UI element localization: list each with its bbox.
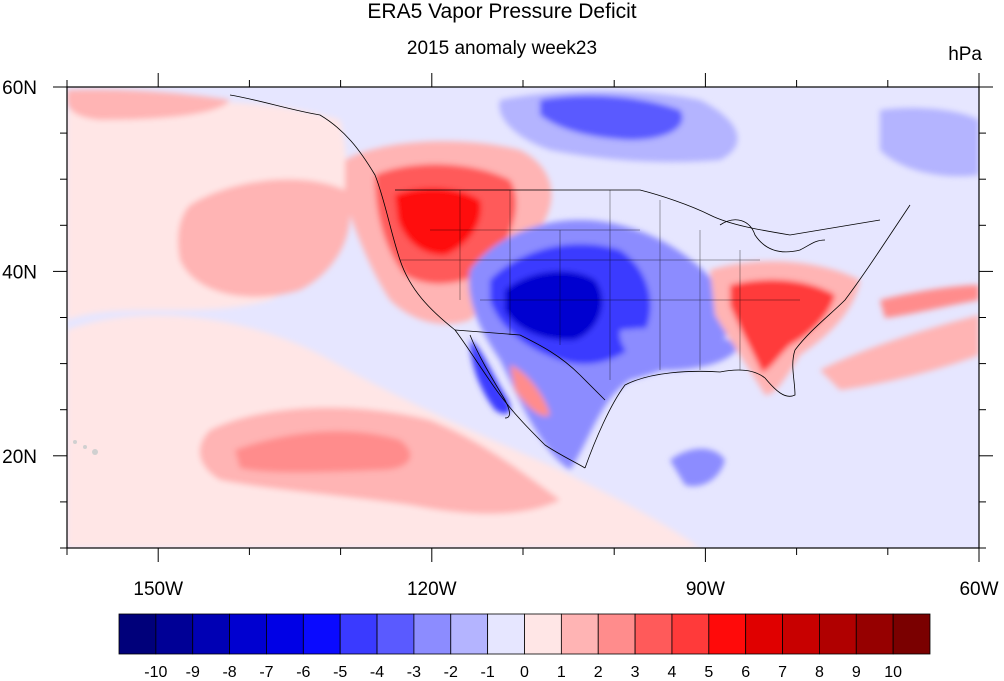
colorbar-swatch bbox=[487, 613, 525, 655]
colorbar-label: -1 bbox=[481, 664, 495, 681]
colorbar-label: -2 bbox=[444, 664, 458, 681]
hawaii-island-1 bbox=[73, 440, 77, 444]
southern-plains-anomaly-core bbox=[505, 271, 603, 341]
axis-ticks bbox=[53, 73, 993, 562]
colorbar-swatch bbox=[745, 613, 783, 655]
colorbar-swatch bbox=[819, 613, 857, 655]
y-tick-label: 20N bbox=[2, 447, 37, 468]
us-mexico-border bbox=[454, 329, 606, 401]
caribbean-anomaly bbox=[670, 448, 725, 487]
colorbar-label: -10 bbox=[144, 664, 167, 681]
colorbar-label: -4 bbox=[370, 664, 384, 681]
western-atlantic-anomaly bbox=[820, 315, 979, 390]
southeast-us-anomaly-core bbox=[730, 279, 835, 372]
colorbar-swatch bbox=[155, 613, 194, 655]
colorbar-label: 6 bbox=[741, 664, 750, 681]
colorbar-label: 1 bbox=[557, 664, 566, 681]
colorbar-swatch bbox=[229, 613, 267, 655]
x-tick-label: 90W bbox=[686, 579, 725, 600]
colorbar-swatch bbox=[266, 613, 304, 655]
colorbar: -10 -9 -8 -7 -6 -5 -4 -3 -2 -1 0 1 2 3 4 5 6 7 8 9 10 bbox=[118, 613, 931, 681]
colorbar-swatch bbox=[634, 613, 673, 655]
colorbar-swatch bbox=[339, 613, 378, 655]
colorbar-swatch bbox=[450, 613, 489, 655]
colorbar-swatch bbox=[597, 613, 636, 655]
axis-tick-labels: 150W 120W 90W 60W 20N 40N 60N bbox=[2, 78, 998, 600]
us-canada-border bbox=[395, 189, 881, 236]
colorbar-label: 9 bbox=[852, 664, 861, 681]
western-mexico-anomaly bbox=[510, 365, 550, 416]
colorbar-label: -7 bbox=[259, 664, 273, 681]
colorbar-swatch bbox=[118, 613, 157, 655]
colorbar-swatch bbox=[376, 613, 415, 655]
colorbar-swatch bbox=[560, 613, 599, 655]
colorbar-label: 4 bbox=[668, 664, 677, 681]
colorbar-swatch bbox=[708, 613, 747, 655]
pacific-northwest-anomaly-core bbox=[395, 188, 481, 255]
x-tick-label: 60W bbox=[959, 579, 998, 600]
colorbar-swatch bbox=[413, 613, 452, 655]
colorbar-swatch bbox=[892, 613, 931, 655]
hawaii-island-3 bbox=[92, 449, 98, 455]
colorbar-swatch bbox=[302, 613, 341, 655]
colorbar-label: 8 bbox=[815, 664, 824, 681]
colorbar-label: -8 bbox=[222, 664, 236, 681]
great-lakes bbox=[719, 219, 826, 253]
y-tick-label: 40N bbox=[2, 262, 37, 283]
x-tick-label: 120W bbox=[407, 579, 457, 600]
northeast-pacific-anomaly bbox=[178, 179, 350, 297]
colorbar-swatch bbox=[855, 613, 894, 655]
colorbar-label: 7 bbox=[778, 664, 787, 681]
units-label: hPa bbox=[948, 44, 982, 65]
colorbar-swatch bbox=[782, 613, 820, 655]
colorbar-swatch bbox=[524, 613, 562, 655]
colorbar-label: 10 bbox=[884, 664, 902, 681]
colorbar-swatch bbox=[671, 613, 710, 655]
colorbar-label: -6 bbox=[296, 664, 310, 681]
subtropical-pacific-core bbox=[235, 431, 411, 473]
colorbar-label: -3 bbox=[407, 664, 421, 681]
y-tick-label: 60N bbox=[2, 78, 37, 99]
coastlines bbox=[229, 94, 911, 469]
hawaii-island-2 bbox=[83, 445, 87, 449]
state-borders bbox=[400, 190, 800, 380]
gulf-coast-anomaly bbox=[619, 328, 740, 371]
colorbar-label: -9 bbox=[186, 664, 200, 681]
eastern-canada-anomaly bbox=[880, 108, 979, 177]
colorbar-label: 0 bbox=[520, 664, 529, 681]
chart-subtitle: 2015 anomaly week23 bbox=[406, 38, 598, 59]
atlantic-red-streak bbox=[880, 285, 979, 318]
colorbar-label: -5 bbox=[333, 664, 347, 681]
baja-peninsula bbox=[469, 334, 510, 419]
hawaii-islands bbox=[73, 440, 98, 455]
central-canada-core bbox=[540, 95, 683, 140]
anomaly-field bbox=[67, 87, 979, 548]
north-america-west-coast bbox=[229, 94, 586, 469]
chart-title: ERA5 Vapor Pressure Deficit bbox=[367, 0, 637, 23]
east-coast bbox=[794, 204, 911, 351]
northwest-pacific-strip bbox=[67, 89, 230, 120]
colorbar-swatch bbox=[192, 613, 230, 655]
gulf-coast bbox=[584, 349, 796, 469]
colorbar-label: 3 bbox=[631, 664, 640, 681]
colorbar-label: 5 bbox=[704, 664, 713, 681]
x-tick-label: 150W bbox=[133, 579, 183, 600]
colorbar-label: 2 bbox=[594, 664, 603, 681]
